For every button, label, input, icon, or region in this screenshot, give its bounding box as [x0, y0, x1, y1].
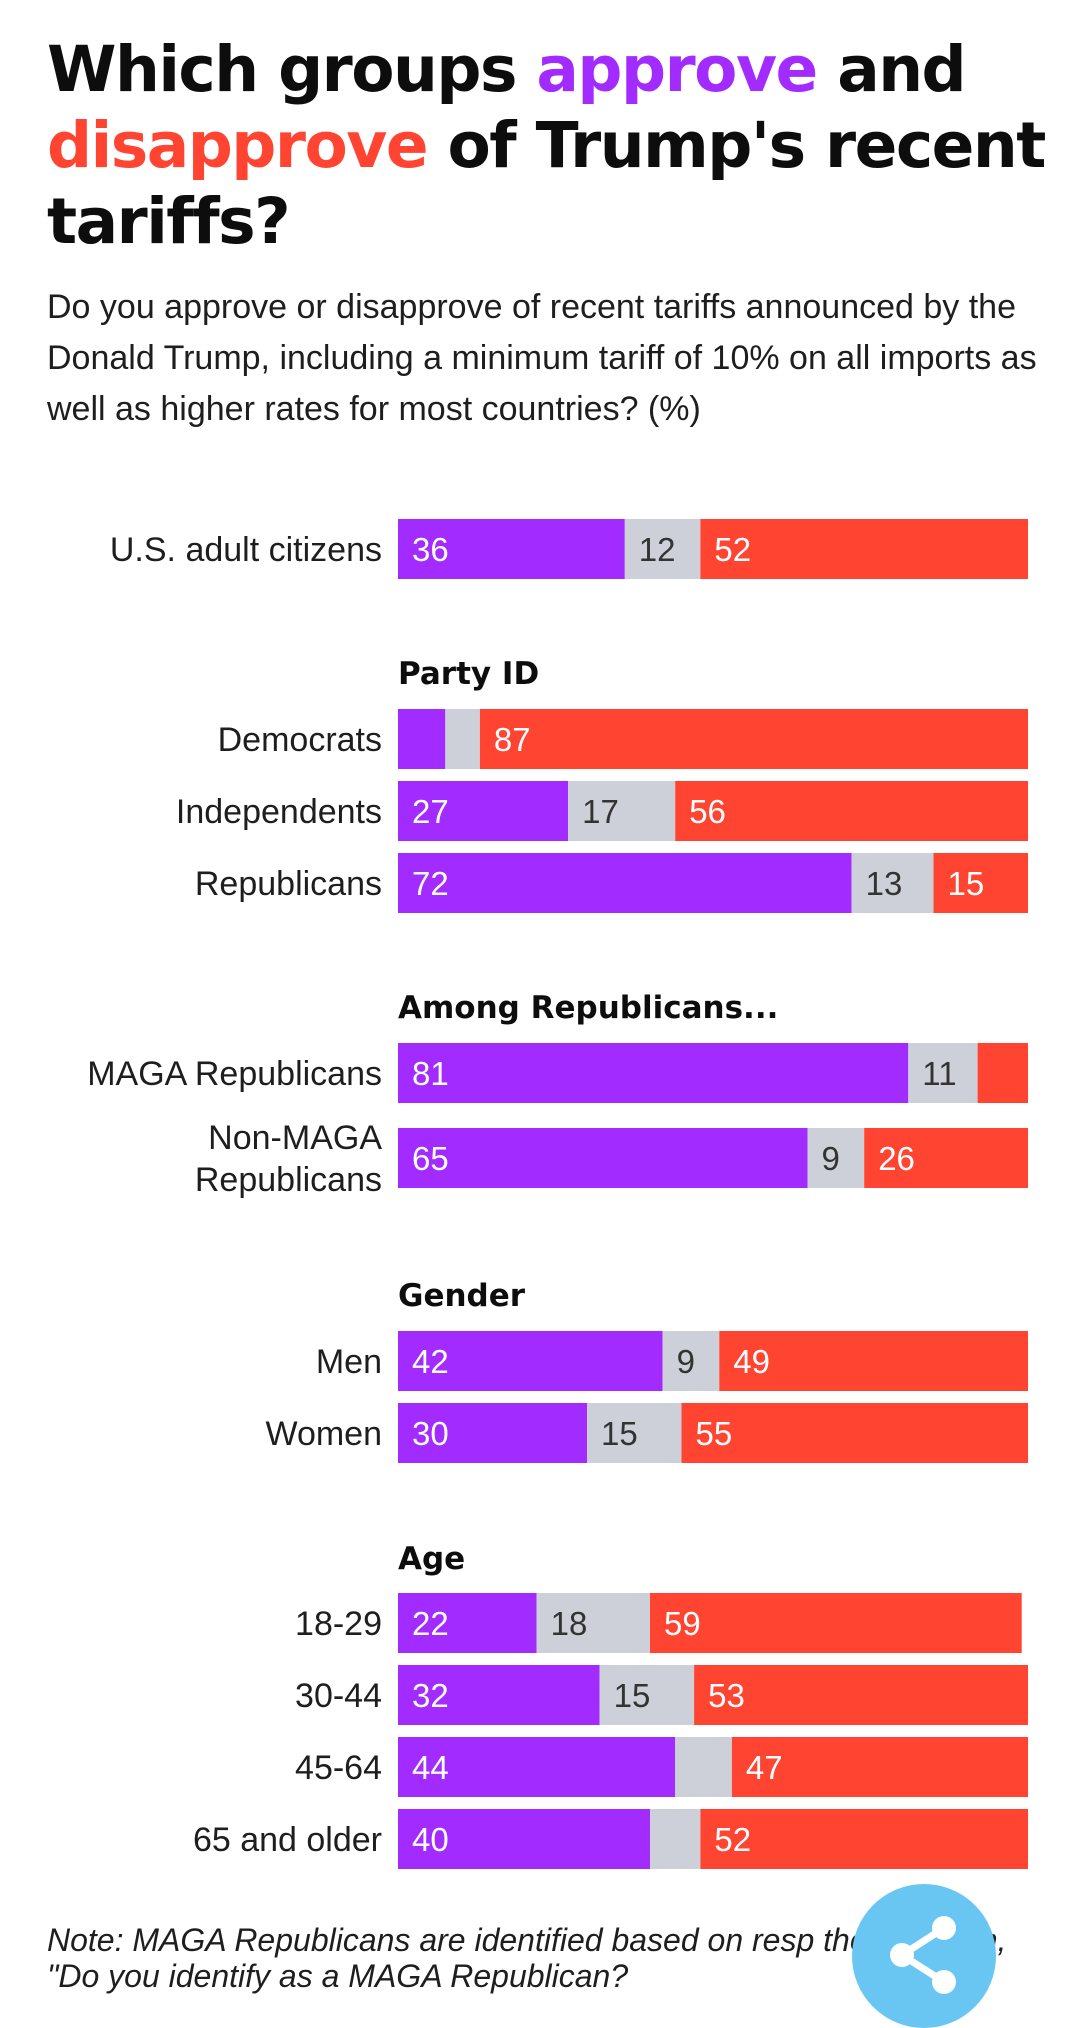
bar-segment-neither	[624, 519, 701, 579]
data-label-neither: 11	[922, 1055, 956, 1092]
bar-segment-approve	[398, 1331, 663, 1391]
group-heading: Age	[398, 1541, 465, 1577]
title-approve-word: approve	[536, 33, 818, 106]
data-label-disapprove: 87	[494, 721, 531, 758]
bar-segment-approve	[398, 1665, 600, 1725]
bar-segment-neither	[650, 1809, 701, 1869]
title-disapprove-word: disapprove	[47, 109, 429, 182]
chart-title: Which groups approve and disapprove of T…	[47, 32, 1047, 260]
bar-segment-neither	[587, 1403, 682, 1463]
bar-segment-disapprove	[977, 1043, 1028, 1103]
bar-segment-neither	[568, 781, 676, 841]
data-label-approve: 32	[412, 1677, 449, 1714]
group-heading: Gender	[398, 1278, 526, 1314]
row-label: Non-MAGA	[208, 1119, 382, 1157]
bar-segment-neither	[662, 1331, 720, 1391]
bar-segment-approve	[398, 1809, 650, 1869]
data-label-disapprove: 26	[878, 1140, 915, 1177]
row-label: 65 and older	[193, 1821, 382, 1859]
bar-segment-disapprove	[864, 1128, 1028, 1188]
share-icon	[890, 1916, 956, 1994]
row-label: 30-44	[295, 1677, 382, 1715]
row-label: Republicans	[195, 865, 382, 903]
bar-segment-approve	[398, 1403, 587, 1463]
bar-segment-neither	[599, 1665, 695, 1725]
title-part-3: of Trump's recent tariffs?	[47, 109, 1046, 258]
bar-segment-approve	[398, 1043, 909, 1103]
bar-segment-approve	[398, 853, 852, 913]
row-label: Republicans	[195, 1161, 382, 1199]
bar-segment-disapprove	[700, 1809, 1028, 1869]
data-label-approve: 65	[412, 1140, 449, 1177]
bar-segment-approve	[398, 1737, 676, 1797]
bar-segment-approve	[398, 709, 446, 769]
bar-segment-disapprove	[650, 1593, 1022, 1653]
bar-segment-approve	[398, 1128, 808, 1188]
data-label-approve: 42	[412, 1343, 449, 1380]
data-label-disapprove: 59	[664, 1605, 701, 1642]
bar-segment-disapprove	[694, 1665, 1028, 1725]
chart-subtitle: Do you approve or disapprove of recent t…	[47, 288, 1037, 428]
title-part-2: and	[816, 33, 966, 106]
data-label-approve: 22	[412, 1605, 449, 1642]
data-label-disapprove: 55	[696, 1415, 733, 1452]
data-label-disapprove: 53	[708, 1677, 745, 1714]
row-label: 45-64	[295, 1749, 382, 1787]
data-label-approve: 81	[412, 1055, 449, 1092]
share-button[interactable]	[852, 1884, 996, 2028]
bar-segment-neither	[908, 1043, 978, 1103]
row-label: Men	[316, 1343, 382, 1381]
row-label: Democrats	[218, 721, 382, 759]
data-label-approve: 72	[412, 865, 449, 902]
bar-segment-disapprove	[681, 1403, 1028, 1463]
data-label-disapprove: 56	[689, 793, 726, 830]
bar-segment-disapprove	[719, 1331, 1028, 1391]
data-label-neither: 12	[639, 531, 676, 568]
data-label-neither: 15	[601, 1415, 638, 1452]
stacked-bar-chart: U.S. adult citizens 36 12 52 Party ID Democra…	[87, 519, 1028, 1869]
bar-segment-neither	[445, 709, 480, 769]
data-label-neither: 9	[677, 1343, 695, 1380]
data-label-approve: 27	[412, 793, 449, 830]
bar-segment-disapprove	[700, 519, 1028, 579]
group-heading: Among Republicans...	[398, 990, 778, 1026]
row-label: Independents	[176, 793, 382, 831]
data-label-approve: 44	[412, 1749, 449, 1786]
bar-segment-neither	[536, 1593, 650, 1653]
data-label-disapprove: 15	[948, 865, 985, 902]
bar-segment-disapprove	[731, 1737, 1028, 1797]
data-label-neither: 15	[614, 1677, 651, 1714]
bar-segment-neither	[851, 853, 934, 913]
bar-segment-disapprove	[933, 853, 1028, 913]
data-label-approve: 36	[412, 531, 449, 568]
row-label: U.S. adult citizens	[110, 531, 382, 569]
bar-segment-disapprove	[479, 709, 1028, 769]
data-label-disapprove: 52	[714, 531, 751, 568]
data-label-neither: 9	[822, 1140, 840, 1177]
row-label: 18-29	[295, 1605, 382, 1643]
data-label-approve: 30	[412, 1415, 449, 1452]
data-label-disapprove: 52	[714, 1821, 751, 1858]
bar-segment-approve	[398, 781, 569, 841]
title-part-1: Which groups	[47, 33, 537, 106]
bar-segment-approve	[398, 519, 625, 579]
bar-segment-neither	[807, 1128, 865, 1188]
data-label-neither: 13	[866, 865, 903, 902]
group-heading: Party ID	[398, 656, 539, 692]
data-label-neither: 17	[582, 793, 619, 830]
chart-note: Note: MAGA Republicans are identified ba…	[47, 1922, 1007, 1994]
data-label-disapprove: 47	[746, 1749, 783, 1786]
bar-segment-disapprove	[675, 781, 1028, 841]
bar-segment-approve	[398, 1593, 537, 1653]
row-label: Women	[265, 1415, 382, 1453]
bar-segment-neither	[675, 1737, 732, 1797]
row-label: MAGA Republicans	[87, 1055, 382, 1093]
data-label-disapprove: 49	[733, 1343, 770, 1380]
data-label-approve: 40	[412, 1821, 449, 1858]
data-label-neither: 18	[551, 1605, 588, 1642]
